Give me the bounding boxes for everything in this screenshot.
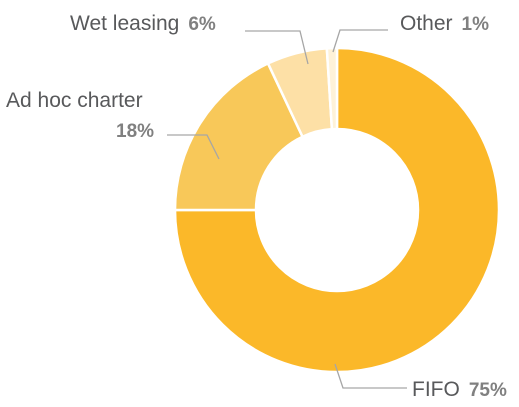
slice-label-wet-leasing: Wet leasing 6% [70, 12, 216, 35]
slice-name-ad-hoc-charter: Ad hoc charter [6, 89, 143, 112]
leader-lines [167, 29, 407, 389]
donut-slices [173, 46, 501, 374]
slice-pct-other: 1% [462, 14, 490, 35]
slice-other [325, 46, 339, 131]
slice-pct-fifo: 75% [469, 380, 507, 401]
leader-line-ad-hoc-charter [167, 134, 220, 160]
leader-line-wet-leasing [245, 30, 309, 65]
leader-line-fifo [334, 363, 407, 389]
leader-line-other [332, 29, 388, 53]
slice-pct-wet-leasing: 6% [188, 14, 216, 35]
slice-name-wet-leasing: Wet leasing [70, 12, 179, 35]
slice-fifo [173, 46, 501, 374]
slice-label-fifo: FIFO 75% [412, 378, 507, 401]
slice-pct-ad-hoc-charter: 18% [116, 121, 154, 142]
slice-ad-hoc-charter [173, 61, 305, 212]
slice-name-fifo: FIFO [412, 378, 460, 401]
slice-label-other: Other 1% [400, 12, 489, 35]
slice-labels: Wet leasing 6% Other 1% Ad hoc charter 1… [6, 12, 507, 401]
slice-name-other: Other [400, 12, 453, 35]
